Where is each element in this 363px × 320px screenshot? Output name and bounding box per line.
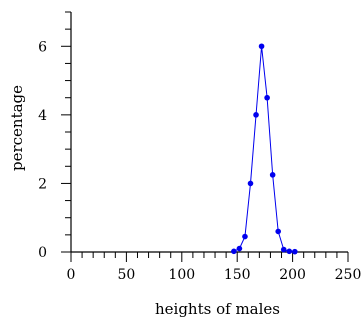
x-tick-label: 50 [117,267,135,283]
x-axis-title: heights of males [155,300,280,318]
data-point [258,43,265,50]
data-point [236,245,243,252]
plot-area: 0 50 100 150 200 250 0 2 4 6 [38,11,362,283]
y-tick-label: 2 [38,176,47,192]
data-point [269,172,276,178]
data-point [253,112,259,118]
y-axis-ticks: 0 2 4 6 [38,11,71,261]
x-tick-label: 200 [279,267,306,283]
y-tick-label: 4 [38,108,47,124]
data-point [264,94,270,101]
data-point [286,248,293,255]
x-tick-label: 150 [224,267,251,283]
y-tick-label: 6 [38,39,47,55]
data-point [280,246,287,253]
data-point [242,233,248,240]
data-point [247,180,254,187]
x-tick-label: 250 [335,267,362,283]
series-line [233,46,295,253]
y-axis-title: percentage [8,85,26,171]
x-tick-label: 100 [168,267,195,283]
series-layer [231,43,298,255]
data-point [292,248,298,255]
data-point [231,248,237,255]
data-point [275,228,281,235]
x-tick-label: 0 [67,267,76,283]
y-tick-label: 0 [38,245,47,261]
x-axis-ticks: 0 50 100 150 200 250 [67,252,362,283]
